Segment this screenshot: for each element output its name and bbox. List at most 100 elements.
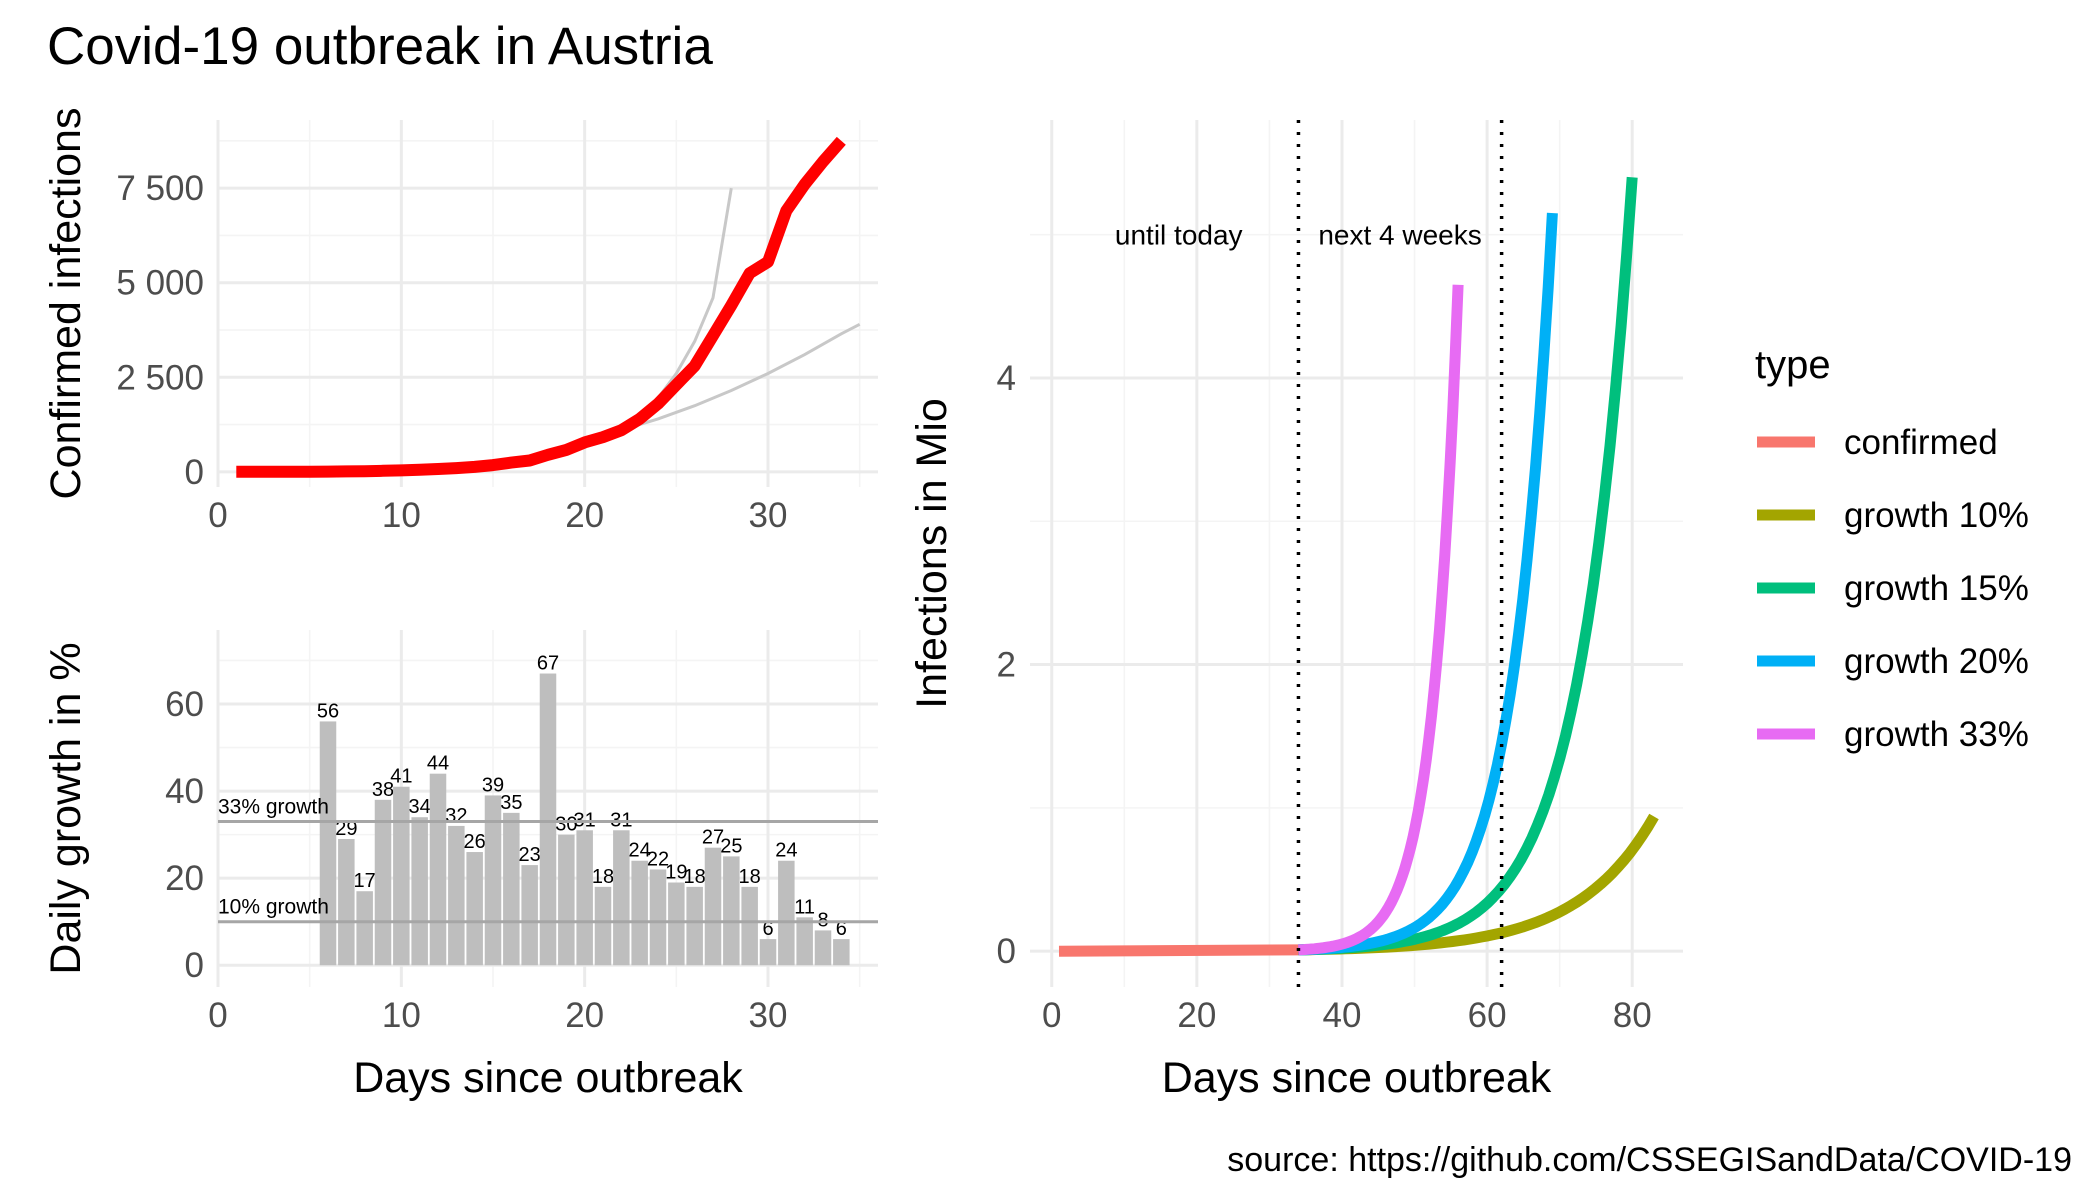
confirmed-infections-panel: 0 10 20 30 0 2 500 5 000 7 500 Confirmed infecti… <box>42 108 878 535</box>
x-tick-label: 0 <box>208 496 227 535</box>
x-tick-label: 60 <box>1468 996 1507 1035</box>
growth-bar <box>594 886 612 966</box>
y-tick-label: 20 <box>165 859 204 898</box>
legend-label: confirmed <box>1844 423 1998 462</box>
growth-bar <box>613 830 630 966</box>
annotation-label: next 4 weeks <box>1318 220 1481 251</box>
legend-label: growth 15% <box>1844 569 2029 608</box>
confirmed-line <box>236 136 846 478</box>
x-tick-label: 20 <box>1177 996 1216 1035</box>
bar-value-label: 17 <box>354 870 376 892</box>
y-tick-label: 0 <box>185 946 204 985</box>
growth-bar <box>466 852 483 966</box>
annotation-label: until today <box>1115 220 1243 251</box>
bar-value-label: 67 <box>537 653 559 675</box>
growth-bar <box>631 860 648 966</box>
bar-value-label: 18 <box>592 866 614 888</box>
bar-value-label: 35 <box>500 792 522 814</box>
bar-value-label: 11 <box>794 896 815 918</box>
bar-value-label: 23 <box>519 844 541 866</box>
growth-bar <box>576 830 593 966</box>
legend-label: growth 33% <box>1844 715 2029 754</box>
bar-value-label: 30 <box>555 814 577 836</box>
growth-bar <box>356 891 373 966</box>
bar-value-label: 22 <box>647 848 669 870</box>
growth-bar <box>686 886 703 966</box>
x-tick-label: 30 <box>749 996 788 1035</box>
growth-bar <box>338 838 355 966</box>
y-tick-label: 4 <box>997 359 1016 398</box>
growth-bar <box>723 856 740 966</box>
chart-title: Covid-19 outbreak in Austria <box>47 17 713 76</box>
x-axis-title: Days since outbreak <box>1162 1054 1552 1102</box>
bar-value-label: 18 <box>684 866 706 888</box>
growth-bar <box>411 817 428 966</box>
y-tick-label: 2 <box>997 646 1016 685</box>
source-note: source: https://github.com/CSSEGISandDat… <box>1227 1141 2072 1179</box>
legend-label: growth 20% <box>1844 642 2029 681</box>
growth-bar <box>814 930 832 966</box>
reference-line-label: 33% growth <box>218 796 329 819</box>
growth-bar <box>704 847 722 966</box>
series-line-2 <box>1298 176 1638 956</box>
x-tick-label: 0 <box>208 996 227 1035</box>
series-line-4 <box>1295 284 1464 956</box>
projection-panel: 0 20 40 60 80 0 2 4 Infections in Mio Days since … <box>908 120 1683 1102</box>
y-tick-label: 0 <box>997 932 1016 971</box>
y-axis-title: Confirmed infections <box>42 108 90 500</box>
y-tick-label: 7 500 <box>116 169 204 208</box>
bar-value-label: 38 <box>372 779 394 801</box>
y-tick-label: 0 <box>185 453 204 492</box>
bar-value-label: 29 <box>335 818 357 840</box>
growth-bar <box>393 786 410 966</box>
bar-value-label: 19 <box>665 862 687 884</box>
bar-value-label: 6 <box>836 918 847 940</box>
legend: type confirmed growth 10% growth 15% growth … <box>1755 343 2029 754</box>
growth-bar <box>668 882 685 966</box>
x-tick-label: 80 <box>1613 996 1652 1035</box>
x-tick-label: 20 <box>565 996 604 1035</box>
growth-bar <box>796 917 813 966</box>
growth-bar <box>539 673 557 966</box>
y-tick-label: 5 000 <box>116 264 204 303</box>
bar-value-label: 24 <box>629 840 651 862</box>
legend-title: type <box>1755 343 1831 387</box>
growth-bar <box>503 812 520 966</box>
y-axis-title: Daily growth in % <box>42 642 90 974</box>
x-tick-label: 30 <box>749 496 788 535</box>
bar-value-label: 44 <box>427 753 449 775</box>
bar-value-label: 26 <box>464 831 486 853</box>
growth-bar <box>521 865 538 966</box>
y-tick-label: 2 500 <box>116 358 204 397</box>
bar-value-label: 6 <box>762 918 773 940</box>
x-tick-label: 40 <box>1323 996 1362 1035</box>
bar-value-label: 56 <box>317 700 339 722</box>
bar-value-label: 34 <box>409 796 431 818</box>
bar-value-label: 25 <box>720 835 742 857</box>
growth-bar <box>741 886 758 966</box>
growth-bar <box>374 799 392 966</box>
growth-bar <box>448 825 465 966</box>
x-axis-title: Days since outbreak <box>353 1054 743 1102</box>
y-axis-title: Infections in Mio <box>908 398 956 709</box>
bar-value-label: 41 <box>390 766 412 788</box>
legend-label: growth 10% <box>1844 496 2029 535</box>
bar-value-label: 27 <box>702 827 724 849</box>
x-tick-label: 0 <box>1042 996 1061 1035</box>
daily-growth-panel: 0 10 20 30 0 20 40 60 Daily growth in % Days sinc… <box>42 630 878 1102</box>
growth-bar <box>778 860 795 966</box>
x-tick-label: 20 <box>565 496 604 535</box>
x-tick-label: 10 <box>382 496 421 535</box>
y-tick-label: 60 <box>165 685 204 724</box>
growth-bar <box>649 869 667 966</box>
series-line-0 <box>1058 944 1299 957</box>
growth-bar <box>759 939 777 966</box>
bar-value-label: 18 <box>739 866 761 888</box>
growth-bar <box>429 773 447 966</box>
bar-value-label: 39 <box>482 774 504 796</box>
growth-bar <box>319 721 337 966</box>
reference-line-label: 10% growth <box>218 896 329 919</box>
bar-value-label: 32 <box>445 805 467 827</box>
series-line-3 <box>1297 212 1558 956</box>
